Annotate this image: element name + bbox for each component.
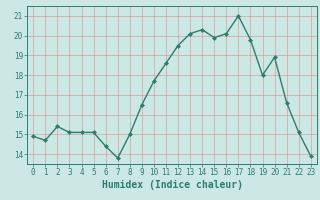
X-axis label: Humidex (Indice chaleur): Humidex (Indice chaleur) [101, 180, 243, 190]
